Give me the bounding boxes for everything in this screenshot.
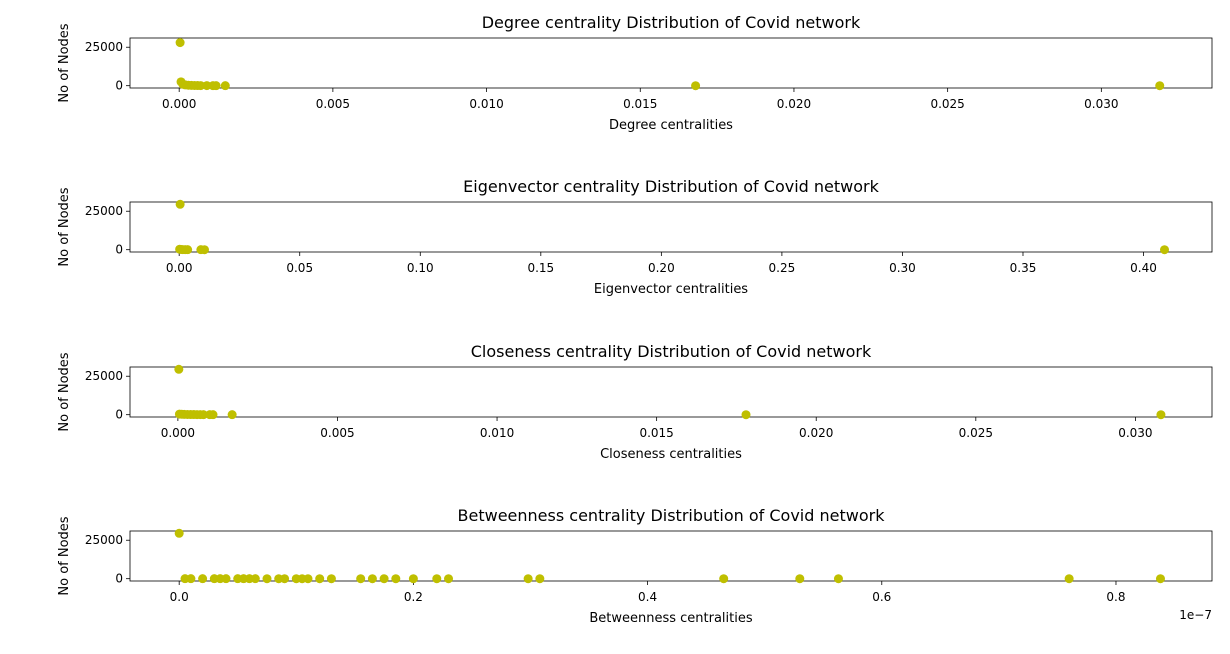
data-point — [1156, 410, 1166, 420]
y-tick-label: 25000 — [85, 40, 123, 54]
y-tick-label: 0 — [115, 572, 123, 586]
data-point — [719, 574, 729, 584]
data-point — [183, 245, 193, 255]
chart-title: Degree centrality Distribution of Covid … — [482, 13, 861, 32]
data-point — [1064, 574, 1074, 584]
data-point — [303, 574, 313, 584]
data-point — [535, 574, 545, 584]
chart-title: Betweenness centrality Distribution of C… — [458, 506, 886, 525]
data-point — [432, 574, 442, 584]
data-point — [356, 574, 366, 584]
x-tick-label: 0.015 — [639, 426, 673, 440]
data-point — [221, 574, 231, 584]
y-axis-label: No of Nodes — [57, 352, 72, 431]
x-tick-label: 0.010 — [480, 426, 514, 440]
data-point — [391, 574, 401, 584]
data-point — [1155, 574, 1165, 584]
x-tick-label: 0.020 — [799, 426, 833, 440]
data-point — [220, 81, 230, 91]
x-tick-label: 0.020 — [777, 97, 811, 111]
data-point — [326, 574, 336, 584]
y-tick-label: 0 — [115, 243, 123, 257]
y-tick-label: 0 — [115, 79, 123, 93]
x-tick-label: 0.010 — [469, 97, 503, 111]
chart-title: Eigenvector centrality Distribution of C… — [463, 177, 879, 196]
data-point — [280, 574, 290, 584]
data-point — [174, 528, 184, 538]
data-point — [211, 81, 221, 91]
data-point — [175, 38, 185, 48]
y-axis-label: No of Nodes — [57, 516, 72, 595]
x-tick-label: 0.005 — [316, 97, 350, 111]
x-tick-label: 0.25 — [769, 261, 796, 275]
data-point — [367, 574, 377, 584]
x-tick-label: 0.00 — [166, 261, 193, 275]
x-tick-label: 0.20 — [648, 261, 675, 275]
data-point — [833, 574, 843, 584]
data-point — [198, 410, 208, 420]
x-tick-label: 0.000 — [161, 426, 195, 440]
x-tick-label: 0.05 — [286, 261, 313, 275]
plot-frame — [129, 201, 1213, 253]
chart-title: Closeness centrality Distribution of Cov… — [471, 342, 872, 361]
x-tick-label: 0.15 — [527, 261, 554, 275]
data-point — [1155, 81, 1165, 91]
x-axis-label: Eigenvector centralities — [594, 282, 748, 297]
data-point — [227, 410, 237, 420]
data-point — [199, 245, 209, 255]
y-tick-label: 25000 — [85, 204, 123, 218]
data-point — [795, 574, 805, 584]
x-tick-label: 0.8 — [1106, 590, 1125, 604]
x-tick-label: 0.025 — [930, 97, 964, 111]
y-axis-label: No of Nodes — [57, 187, 72, 266]
x-tick-label: 0.6 — [872, 590, 891, 604]
x-tick-label: 0.000 — [162, 97, 196, 111]
y-axis-label: No of Nodes — [57, 23, 72, 102]
y-tick-label: 25000 — [85, 369, 123, 383]
y-tick-label: 25000 — [85, 533, 123, 547]
data-point — [444, 574, 454, 584]
x-tick-label: 0.40 — [1130, 261, 1157, 275]
x-tick-label: 0.025 — [959, 426, 993, 440]
x-tick-label: 0.35 — [1010, 261, 1037, 275]
subplot-3: Closeness centrality Distribution of Cov… — [57, 342, 1213, 462]
data-point — [315, 574, 325, 584]
x-tick-label: 0.2 — [404, 590, 423, 604]
x-tick-label: 0.0 — [170, 590, 189, 604]
data-point — [408, 574, 418, 584]
data-point — [175, 199, 185, 209]
data-point — [379, 574, 389, 584]
x-tick-label: 0.015 — [623, 97, 657, 111]
x-offset-label: 1e−7 — [1179, 608, 1212, 622]
data-point — [198, 574, 208, 584]
data-point — [250, 574, 260, 584]
data-point — [523, 574, 533, 584]
x-tick-label: 0.4 — [638, 590, 657, 604]
data-point — [741, 410, 751, 420]
x-tick-label: 0.10 — [407, 261, 434, 275]
x-tick-label: 0.030 — [1084, 97, 1118, 111]
subplot-1: Degree centrality Distribution of Covid … — [57, 13, 1213, 133]
data-point — [1160, 245, 1170, 255]
data-point — [186, 574, 196, 584]
x-tick-label: 0.005 — [320, 426, 354, 440]
x-tick-label: 0.30 — [889, 261, 916, 275]
plot-frame — [129, 530, 1213, 582]
plot-frame — [129, 366, 1213, 418]
y-tick-label: 0 — [115, 408, 123, 422]
data-point — [208, 410, 218, 420]
x-tick-label: 0.030 — [1118, 426, 1152, 440]
plot-frame — [129, 37, 1213, 89]
subplot-2: Eigenvector centrality Distribution of C… — [57, 177, 1213, 297]
data-point — [691, 81, 701, 91]
subplot-4: Betweenness centrality Distribution of C… — [57, 506, 1213, 626]
x-axis-label: Closeness centralities — [600, 447, 742, 462]
x-axis-label: Betweenness centralities — [589, 611, 753, 626]
data-point — [262, 574, 272, 584]
data-point — [174, 364, 184, 374]
x-axis-label: Degree centralities — [609, 118, 733, 133]
